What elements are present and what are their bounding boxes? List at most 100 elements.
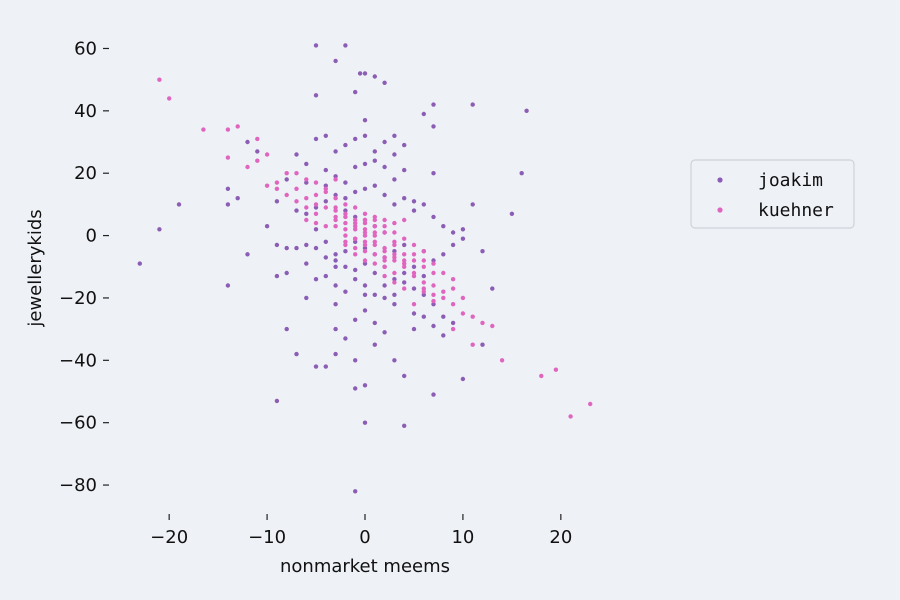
data-point-joakim (343, 249, 348, 254)
data-point-kuehner (323, 224, 328, 229)
data-point-kuehner (411, 258, 417, 263)
data-point-joakim (343, 142, 348, 148)
data-point-joakim (343, 264, 348, 269)
data-point-kuehner (323, 205, 328, 210)
data-point-joakim (402, 373, 407, 379)
data-point-joakim (245, 139, 250, 145)
data-point-joakim (333, 302, 338, 307)
data-point-kuehner (255, 158, 260, 163)
series-joakim (137, 43, 529, 494)
data-point-kuehner (362, 249, 368, 254)
data-point-kuehner (450, 286, 456, 291)
data-point-joakim (470, 102, 475, 107)
data-point-joakim (362, 420, 368, 425)
data-point-kuehner (353, 252, 358, 257)
data-point-joakim (402, 270, 407, 276)
data-point-kuehner (553, 367, 559, 372)
data-point-kuehner (460, 295, 466, 301)
data-point-joakim (313, 205, 319, 210)
data-point-joakim (392, 249, 397, 254)
series-kuehner (157, 77, 593, 419)
data-point-joakim (304, 180, 309, 185)
data-point-kuehner (225, 127, 231, 132)
legend-label-joakim: joakim (758, 170, 823, 191)
data-point-joakim (402, 423, 407, 428)
data-point-kuehner (421, 280, 426, 285)
data-point-joakim (304, 161, 309, 167)
data-point-kuehner (157, 77, 162, 82)
data-point-joakim (372, 292, 377, 297)
data-point-joakim (333, 283, 338, 288)
data-point-kuehner (343, 211, 348, 216)
data-point-kuehner (343, 220, 348, 226)
data-point-joakim (225, 202, 231, 207)
data-point-joakim (294, 351, 299, 357)
data-point-joakim (353, 239, 358, 244)
data-point-kuehner (382, 273, 387, 279)
data-point-joakim (441, 224, 446, 229)
data-point-joakim (362, 261, 368, 266)
data-point-kuehner (392, 255, 397, 260)
data-point-kuehner (313, 192, 319, 198)
legend-swatch-kuehner (717, 207, 723, 213)
data-point-joakim (343, 43, 348, 48)
data-point-kuehner (362, 233, 368, 238)
data-point-joakim (235, 196, 240, 201)
data-point-joakim (524, 108, 529, 114)
data-point-joakim (421, 273, 426, 279)
y-axis-title: jewellerykids (25, 209, 46, 327)
data-point-kuehner (333, 208, 338, 213)
data-point-joakim (343, 196, 348, 201)
data-point-joakim (460, 236, 466, 241)
data-point-kuehner (284, 171, 289, 176)
data-point-joakim (362, 383, 368, 388)
data-point-joakim (411, 264, 417, 269)
data-point-joakim (323, 239, 328, 244)
data-point-kuehner (372, 217, 377, 223)
data-point-joakim (372, 342, 377, 347)
data-point-kuehner (362, 211, 368, 216)
data-point-joakim (411, 199, 417, 204)
data-point-joakim (411, 208, 417, 213)
data-point-kuehner (333, 205, 338, 210)
data-point-joakim (392, 358, 397, 363)
data-point-kuehner (353, 227, 358, 232)
data-point-joakim (255, 149, 260, 154)
data-point-joakim (343, 336, 348, 341)
x-tick-label: −10 (248, 527, 286, 548)
data-point-joakim (382, 139, 387, 145)
data-point-kuehner (450, 277, 456, 282)
data-point-kuehner (441, 270, 446, 276)
y-tick-label: 40 (74, 101, 97, 122)
data-point-kuehner (392, 252, 397, 257)
data-point-kuehner (402, 236, 407, 241)
data-point-joakim (421, 292, 426, 297)
data-point-kuehner (402, 264, 407, 269)
data-point-joakim (333, 264, 338, 269)
data-point-kuehner (304, 205, 309, 210)
data-point-joakim (343, 208, 348, 213)
data-point-joakim (372, 149, 377, 154)
data-point-joakim (323, 273, 328, 279)
legend-label-kuehner: kuehner (758, 200, 834, 221)
data-point-joakim (353, 277, 358, 282)
data-point-joakim (357, 71, 363, 76)
data-point-joakim (157, 227, 162, 232)
data-point-kuehner (421, 286, 426, 291)
data-point-joakim (450, 320, 456, 326)
data-point-joakim (372, 270, 377, 276)
data-point-joakim (362, 283, 368, 288)
data-point-kuehner (274, 186, 280, 191)
data-point-kuehner (294, 199, 299, 204)
data-point-joakim (323, 183, 328, 188)
data-point-joakim (431, 214, 436, 220)
data-point-kuehner (284, 192, 289, 198)
data-point-kuehner (372, 242, 377, 248)
data-point-joakim (313, 227, 319, 232)
data-point-joakim (490, 286, 495, 291)
data-point-joakim (372, 183, 377, 188)
data-point-joakim (392, 292, 397, 297)
data-point-joakim (392, 202, 397, 207)
data-point-kuehner (372, 239, 377, 244)
data-point-joakim (284, 177, 289, 182)
